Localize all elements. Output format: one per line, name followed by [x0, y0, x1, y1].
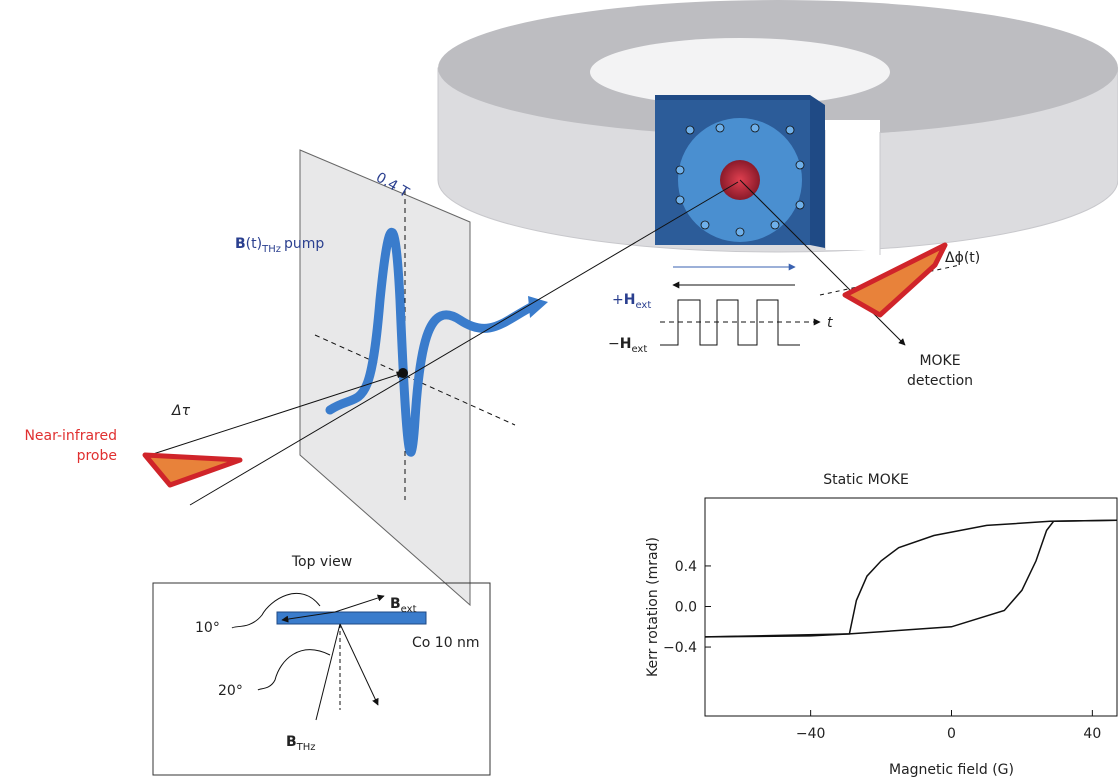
- angle-label: 10°: [195, 620, 220, 636]
- x-tick-label: 40: [1083, 726, 1101, 742]
- y-tick-label: 0.4: [675, 559, 697, 575]
- x-axis-label: Magnetic field (G): [889, 762, 1014, 778]
- b-thz-label: BTHz: [286, 734, 316, 753]
- plot-frame: [705, 498, 1117, 716]
- layer-label: Co 10 nm: [412, 635, 480, 651]
- probe-pulses: [145, 245, 945, 485]
- static-moke-chart: Static MOKE Magnetic field (G) Kerr rotati…: [645, 472, 1117, 778]
- top-view: Top view Bext 10° Co 10 nm 20° BTHz: [153, 554, 490, 775]
- y-tick-label: −0.4: [663, 640, 697, 656]
- detection-label: detection: [907, 373, 973, 389]
- y-tick-label: 0.0: [675, 599, 697, 615]
- sample: [655, 95, 825, 248]
- probe-label: Near-infrared: [24, 428, 117, 444]
- figure: 0.4 T B(t)THzpump Δτ Near-infrared probe…: [0, 0, 1118, 781]
- hysteresis-branch: [705, 520, 1117, 637]
- x-tick-label: 0: [947, 726, 956, 742]
- probe-label: probe: [77, 448, 117, 464]
- angle-label: 20°: [218, 683, 243, 699]
- top-view-title: Top view: [291, 554, 352, 570]
- x-tick-label: −40: [796, 726, 826, 742]
- y-axis-label: Kerr rotation (mrad): [645, 537, 661, 677]
- h-minus-label: −Hext: [608, 336, 647, 355]
- hysteresis-branch: [705, 520, 1117, 637]
- time-label: t: [827, 315, 833, 331]
- detection-label: MOKE: [919, 353, 960, 369]
- delay-label: Δτ: [171, 403, 191, 419]
- h-plus-label: +Hext: [612, 292, 651, 311]
- chart-title: Static MOKE: [823, 472, 909, 488]
- phase-label: Δϕ(t): [945, 250, 980, 266]
